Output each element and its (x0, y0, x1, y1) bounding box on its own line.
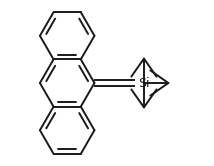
Text: Si: Si (138, 77, 150, 89)
